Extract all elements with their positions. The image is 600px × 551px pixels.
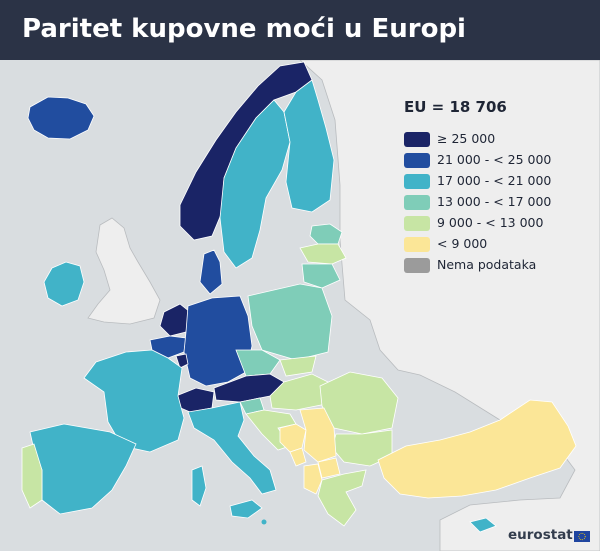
legend-item: ≥ 25 000 [404,130,507,151]
region-north-macedonia [317,457,341,479]
region-iceland [27,96,95,140]
legend-swatch [404,237,430,252]
region-france [83,349,185,453]
legend-swatch [404,153,430,168]
region-norway [179,61,313,241]
legend-swatch [404,132,430,147]
region-latvia [299,243,347,265]
legend-item: 17 000 - < 21 000 [404,172,551,193]
region-poland [247,283,333,361]
legend-label: 13 000 - < 17 000 [437,194,552,209]
legend-label: Nema podataka [437,257,537,272]
region-lithuania [301,263,341,289]
legend-label: ≥ 25 000 [437,131,496,146]
land-outside-uk [87,217,161,325]
region-sardinia [191,465,207,507]
legend-item: 13 000 - < 17 000 [404,193,551,214]
legend-item: 9 000 - < 13 000 [404,214,543,235]
region-sweden [219,99,291,269]
europe-map [0,60,600,551]
region-italy [187,401,277,495]
region-luxembourg [175,353,189,369]
eu-flag-icon [574,531,590,542]
region-slovakia [279,355,317,377]
region-cyprus [469,517,497,533]
legend-label: 21 000 - < 25 000 [437,152,552,167]
region-greece [317,469,367,527]
region-sicily [229,499,263,519]
legend-swatch [404,195,430,210]
region-portugal [21,443,43,509]
region-germany [183,295,253,387]
legend-item: 21 000 - < 25 000 [404,151,551,172]
region-czechia [235,349,281,377]
legend-swatch [404,258,430,273]
title-bar: Paritet kupovne moći u Europi [0,0,600,60]
region-denmark [199,249,223,295]
legend: EU = 18 706 ≥ 25 000 21 000 - < 25 000 1… [404,98,551,277]
legend-item: < 9 000 [404,235,507,256]
region-ireland [43,261,85,307]
legend-label: 9 000 - < 13 000 [437,215,544,230]
legend-swatch [404,216,430,231]
region-turkey [377,399,577,499]
map-title: Paritet kupovne moći u Europi [22,14,466,44]
region-serbia [299,407,337,463]
region-finland [283,79,335,213]
legend-label: 17 000 - < 21 000 [437,173,552,188]
eu-total: EU = 18 706 [404,98,507,116]
eurostat-logo: eurostat [508,527,573,543]
legend-swatch [404,174,430,189]
legend-item: Nema podataka [404,256,536,277]
region-malta [261,519,267,525]
region-albania [303,463,323,495]
region-montenegro [289,447,307,467]
legend-label: < 9 000 [437,236,488,251]
